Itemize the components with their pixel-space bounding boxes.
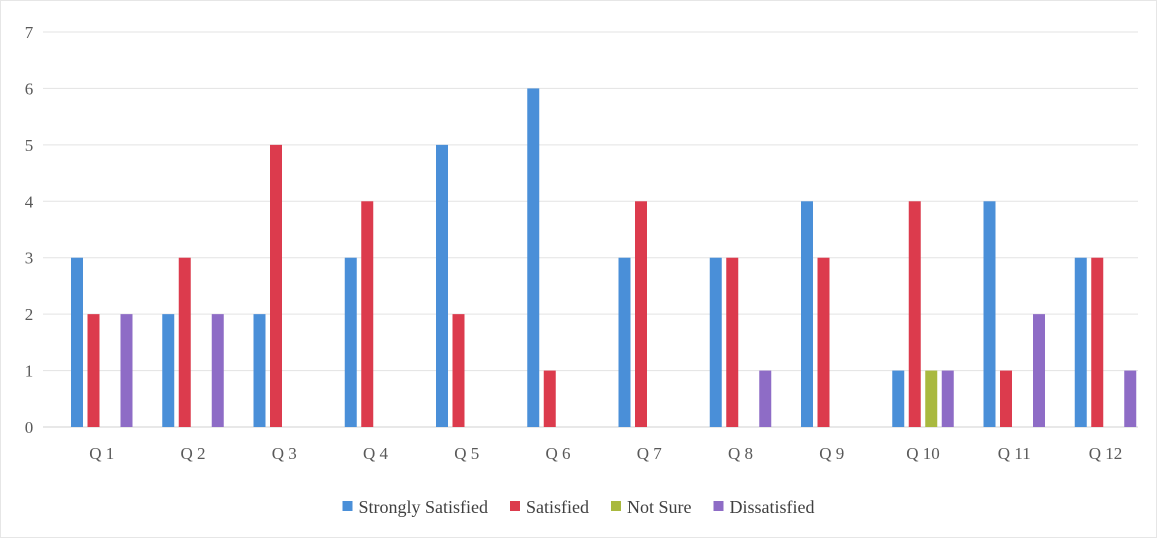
bar-satisfied [87,314,100,427]
bar-strongly-satisfied [162,314,175,427]
bar-series [71,88,1137,427]
bar-satisfied [1091,257,1104,427]
x-tick-label: Q 2 [180,444,205,463]
x-tick-label: Q 8 [728,444,753,463]
bar-dissatisfied [1033,314,1045,427]
legend-swatch [510,501,520,511]
bar-dissatisfied [1124,370,1137,427]
bar-satisfied [543,370,556,427]
legend-label: Not Sure [627,497,692,517]
bar-strongly-satisfied [527,88,540,427]
bar-strongly-satisfied [71,257,83,427]
y-tick-label: 2 [25,305,34,324]
bar-strongly-satisfied [436,144,448,427]
bar-dissatisfied [759,370,772,427]
bar-strongly-satisfied [344,257,357,427]
legend-swatch [611,501,621,511]
legend-label: Satisfied [526,497,589,517]
x-axis-ticks: Q 1 Q 2 Q 3 Q 4 Q 5 Q 6 Q 7 Q 8 Q 9 Q 10 Q 11 Q 12 [89,444,1122,463]
y-axis-ticks: 0 1 2 3 4 5 6 7 [25,23,34,437]
bar-satisfied [361,201,374,427]
x-tick-label: Q 7 [637,444,663,463]
x-tick-label: Q 3 [272,444,297,463]
legend-label: Strongly Satisfied [359,497,489,517]
x-tick-label: Q 10 [906,444,940,463]
bar-satisfied [817,257,830,427]
gridlines [43,31,1138,428]
bar-strongly-satisfied [253,314,266,427]
legend-swatch [342,501,353,511]
legend-label: Dissatisfied [730,497,815,517]
y-tick-label: 3 [25,249,34,268]
y-tick-label: 1 [25,362,34,381]
x-tick-label: Q 9 [819,444,844,463]
x-tick-label: Q 5 [454,444,479,463]
bar-satisfied [726,257,739,427]
bar-dissatisfied [211,314,224,427]
bar-strongly-satisfied [618,257,631,427]
bar-satisfied [270,144,282,427]
x-tick-label: Q 12 [1089,444,1123,463]
bar-satisfied [1000,370,1012,427]
y-tick-label: 5 [25,136,34,155]
legend: Strongly Satisfied Satisfied Not Sure Dissa… [342,497,815,517]
y-tick-label: 6 [25,79,34,98]
bar-satisfied [635,201,647,427]
bar-satisfied [178,257,191,427]
bar-satisfied [452,314,465,427]
x-tick-label: Q 6 [545,444,570,463]
x-tick-label: Q 1 [89,444,114,463]
bar-satisfied [908,201,921,427]
y-tick-label: 4 [25,192,34,211]
x-tick-label: Q 4 [363,444,389,463]
bar-strongly-satisfied [983,201,996,427]
bar-dissatisfied [120,314,133,427]
legend-swatch [713,501,724,511]
bar-not-sure [925,370,938,427]
bar-strongly-satisfied [709,257,722,427]
x-tick-label: Q 11 [998,444,1031,463]
y-tick-label: 7 [25,23,34,42]
y-tick-label: 0 [25,418,34,437]
bar-dissatisfied [941,370,954,427]
bar-strongly-satisfied [892,370,905,427]
bar-strongly-satisfied [801,201,813,427]
bar-strongly-satisfied [1074,257,1087,427]
